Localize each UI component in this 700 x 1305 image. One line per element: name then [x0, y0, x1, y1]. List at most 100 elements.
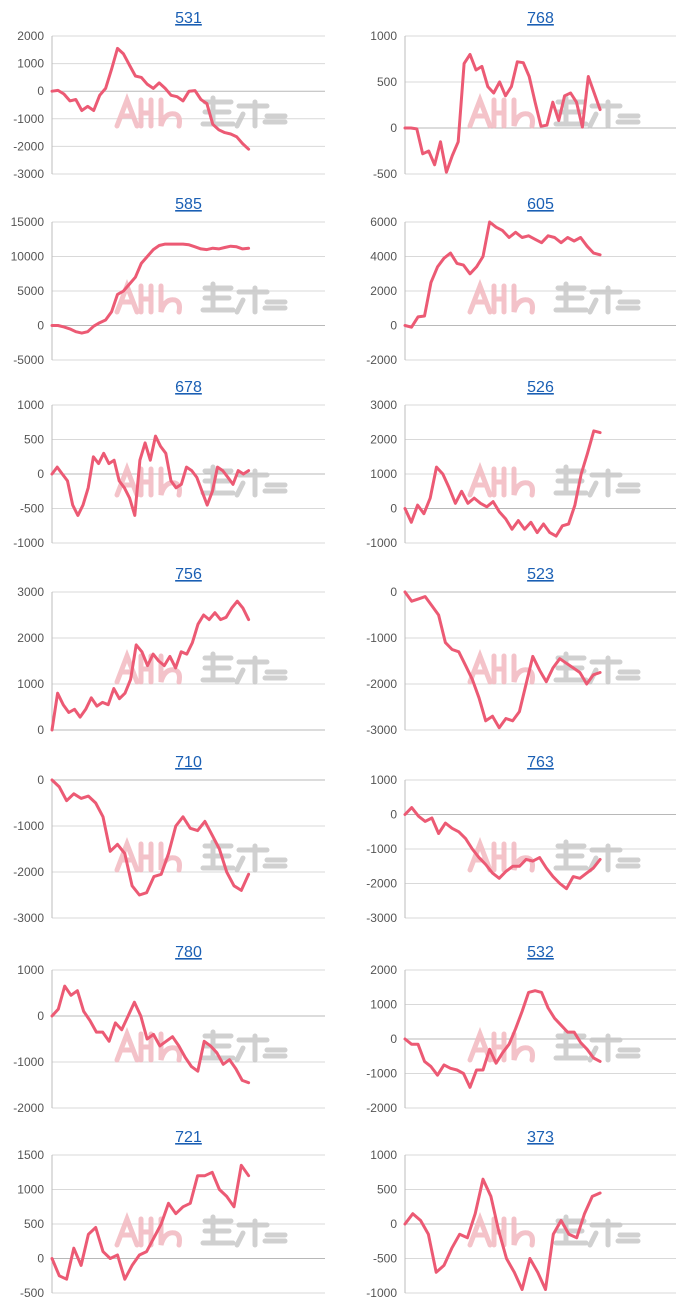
y-tick-label: -1000	[366, 1286, 397, 1300]
series-line	[403, 989, 602, 1089]
y-tick-label: -3000	[13, 167, 44, 181]
y-tick-label: 0	[37, 1252, 44, 1266]
y-tick-label: 0	[390, 502, 397, 516]
y-tick-label: -3000	[13, 911, 44, 925]
y-tick-label: 0	[390, 1032, 397, 1046]
series-line	[50, 434, 251, 517]
chart-title[interactable]: 373	[527, 1129, 554, 1146]
watermark-logo	[467, 1027, 641, 1063]
y-tick-label: -2000	[13, 139, 44, 153]
y-tick-label: 0	[390, 585, 397, 599]
chart-title[interactable]: 526	[527, 379, 554, 396]
chart-title[interactable]: 710	[175, 754, 202, 771]
y-tick-label: -2000	[13, 1101, 44, 1115]
chart-title[interactable]: 763	[527, 754, 554, 771]
chart-panel-721: 721 1500 1000 500 0 -500	[17, 1129, 325, 1300]
y-tick-label: 0	[37, 84, 44, 98]
series-line	[50, 984, 251, 1085]
y-tick-label: 1000	[17, 398, 44, 412]
y-tick-label: 1000	[370, 29, 397, 43]
chart-title[interactable]: 768	[527, 10, 554, 27]
y-tick-label: 1000	[17, 677, 44, 691]
chart-title[interactable]: 585	[175, 196, 202, 213]
y-tick-label: 0	[390, 121, 397, 135]
y-tick-label: -2000	[366, 353, 397, 367]
y-tick-label: 0	[390, 1217, 397, 1231]
y-tick-label: -500	[20, 502, 44, 516]
chart-panel-678: 678 1000 500 0 -500 -1000	[13, 379, 325, 550]
series-line	[403, 590, 602, 730]
chart-panel-373: 373 1000 500 0 -500 -1000	[366, 1129, 676, 1300]
y-tick-label: -1000	[366, 1067, 397, 1081]
y-tick-label: 3000	[17, 585, 44, 599]
y-tick-label: 500	[24, 1217, 44, 1231]
y-tick-label: -1000	[13, 1055, 44, 1069]
watermark-logo	[467, 837, 641, 873]
chart-panel-523: 523 0 -1000 -2000 -3000	[366, 566, 676, 737]
y-tick-label: 500	[377, 1183, 397, 1197]
y-tick-label: 1000	[370, 1148, 397, 1162]
y-tick-label: -500	[373, 1252, 397, 1266]
y-tick-label: 5000	[17, 284, 44, 298]
y-tick-label: 10000	[11, 250, 45, 264]
y-tick-label: 2000	[17, 29, 44, 43]
chart-panel-756: 756 3000 2000 1000 0	[17, 566, 325, 737]
watermark-logo	[114, 279, 288, 315]
series-line	[403, 429, 602, 538]
y-tick-label: -1000	[366, 842, 397, 856]
y-tick-label: 1000	[370, 773, 397, 787]
y-tick-label: 0	[37, 319, 44, 333]
y-tick-label: -2000	[366, 1101, 397, 1115]
chart-panel-768: 768 1000 500 0 -500	[370, 10, 676, 181]
y-tick-label: 15000	[11, 215, 45, 229]
y-tick-label: -2000	[13, 865, 44, 879]
chart-title[interactable]: 532	[527, 944, 554, 961]
y-tick-label: -1000	[366, 631, 397, 645]
y-tick-label: 500	[377, 75, 397, 89]
watermark-logo	[114, 1027, 288, 1063]
chart-panel-605: 605 6000 4000 2000 0 -2000	[366, 196, 676, 367]
y-tick-label: 2000	[17, 631, 44, 645]
y-tick-label: 3000	[370, 398, 397, 412]
chart-title[interactable]: 721	[175, 1129, 202, 1146]
y-tick-label: -1000	[13, 819, 44, 833]
chart-panel-585: 585 15000 10000 5000 0 -5000	[11, 196, 325, 367]
y-tick-label: -2000	[366, 677, 397, 691]
series-line	[50, 242, 251, 335]
watermark-logo	[114, 649, 288, 685]
y-tick-label: 500	[24, 433, 44, 447]
series-line	[403, 52, 602, 174]
y-tick-label: 0	[390, 808, 397, 822]
chart-title[interactable]: 523	[527, 566, 554, 583]
y-tick-label: 0	[37, 467, 44, 481]
watermark-logo	[467, 93, 641, 129]
series-line	[403, 220, 602, 329]
watermark-logo	[467, 462, 641, 498]
y-tick-label: 0	[37, 1009, 44, 1023]
chart-title[interactable]: 780	[175, 944, 202, 961]
y-tick-label: -2000	[366, 877, 397, 891]
y-tick-label: -3000	[366, 723, 397, 737]
chart-panel-532: 532 2000 1000 0 -1000 -2000	[366, 944, 676, 1115]
y-tick-label: -500	[20, 1286, 44, 1300]
y-tick-label: 1500	[17, 1148, 44, 1162]
y-tick-label: -5000	[13, 353, 44, 367]
series-line	[403, 1177, 602, 1291]
watermark-logo	[114, 1212, 288, 1248]
y-tick-label: -1000	[366, 536, 397, 550]
chart-title[interactable]: 678	[175, 379, 202, 396]
chart-title[interactable]: 531	[175, 10, 202, 27]
y-tick-label: 1000	[17, 1183, 44, 1197]
chart-panel-526: 526 3000 2000 1000 0 -1000	[366, 379, 676, 550]
y-tick-label: -1000	[13, 536, 44, 550]
y-tick-label: 2000	[370, 433, 397, 447]
y-tick-label: 1000	[370, 998, 397, 1012]
y-tick-label: 0	[390, 319, 397, 333]
chart-title[interactable]: 605	[527, 196, 554, 213]
watermark-logo	[467, 279, 641, 315]
series-line	[50, 599, 251, 732]
chart-panel-780: 780 1000 0 -1000 -2000	[13, 944, 325, 1115]
chart-title[interactable]: 756	[175, 566, 202, 583]
y-tick-label: -500	[373, 167, 397, 181]
